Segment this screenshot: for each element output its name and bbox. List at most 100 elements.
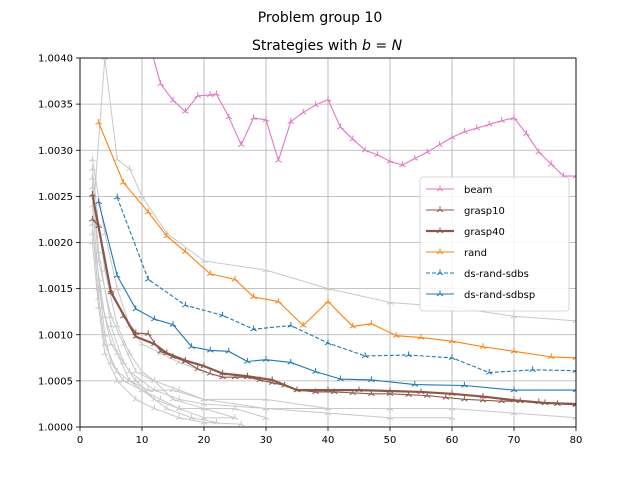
- background-point-0-4-arm-1: [141, 195, 146, 199]
- data-point-grasp10-22-arm-1: [389, 393, 394, 397]
- data-point-ds-rand-sdbsp-3: [151, 315, 158, 322]
- data-point-grasp40-18: [541, 399, 549, 406]
- data-point-beam-31: [523, 130, 530, 136]
- data-point-grasp40-8-arm-1: [247, 375, 251, 379]
- data-point-rand-7: [250, 293, 257, 300]
- background-point-7-0-arm-1: [92, 232, 96, 236]
- data-point-beam-32: [535, 148, 543, 155]
- background-point-8-7-arm-1: [327, 412, 332, 416]
- data-point-rand-9-arm-1: [302, 325, 307, 328]
- background-point-0-3-arm-2: [126, 168, 130, 171]
- background-point-3-8-arm-1: [234, 408, 239, 411]
- data-point-ds-rand-sdbsp-8-arm-2: [244, 361, 248, 364]
- data-point-grasp40-3-arm-1: [154, 343, 158, 347]
- data-point-ds-rand-sdbsp-15-arm-2: [461, 385, 465, 388]
- background-point-7-4: [138, 386, 146, 393]
- background-point-6-4: [132, 377, 140, 384]
- data-point-rand-17-arm-2: [510, 350, 515, 354]
- background-point-7-3: [126, 377, 133, 384]
- data-point-grasp40-6-arm-2: [200, 365, 205, 369]
- data-point-grasp40-4-arm-2: [163, 352, 168, 356]
- background-point-5-10-arm-2: [386, 408, 391, 411]
- data-point-ds-rand-sdbsp-5-arm-2: [188, 346, 192, 349]
- data-point-rand-13-arm-1: [395, 335, 400, 338]
- data-point-ds-rand-sdbs-5-arm-1: [290, 325, 295, 328]
- background-point-5-0: [89, 220, 96, 227]
- data-point-beam-29-arm-2: [498, 120, 502, 123]
- background-series-line-4: [91, 205, 236, 419]
- background-point-0-9: [386, 298, 394, 305]
- data-point-grasp10-26-arm-1: [464, 398, 468, 402]
- data-point-grasp10-7-arm-2: [169, 356, 174, 360]
- data-point-rand-2: [144, 208, 152, 215]
- data-point-ds-rand-sdbs-2-arm-1: [185, 304, 189, 308]
- data-point-beam-33-arm-1: [550, 163, 555, 167]
- data-point-grasp40-4: [163, 349, 171, 356]
- background-point-6-8-arm-1: [234, 417, 239, 421]
- y-tick-label-3: 1.0015: [38, 284, 73, 295]
- background-point-5-12-arm-2: [510, 412, 515, 416]
- background-point-5-10-arm-1: [389, 408, 394, 411]
- data-point-grasp10-28-arm-2: [498, 400, 502, 404]
- data-point-beam-0-arm-1: [148, 40, 151, 42]
- background-point-8-3: [151, 386, 158, 393]
- data-point-rand-1-arm-1: [123, 182, 127, 185]
- data-point-grasp40-13-arm-1: [389, 390, 394, 394]
- data-point-grasp10-8-arm-2: [182, 361, 186, 364]
- background-point-3-5-arm-1: [154, 380, 158, 384]
- data-point-ds-rand-sdbs-11-arm-2: [529, 369, 533, 373]
- y-tick-label-7: 1.0035: [38, 100, 73, 111]
- data-point-beam-17-arm-1: [352, 138, 357, 142]
- data-point-grasp40-13: [386, 387, 394, 394]
- data-point-ds-rand-sdbsp-17: [572, 386, 576, 393]
- background-point-9-7-arm-2: [200, 421, 205, 425]
- data-point-beam-2-arm-1: [172, 100, 177, 103]
- background-point-0-7: [262, 266, 270, 273]
- data-point-ds-rand-sdbsp-10-arm-1: [290, 361, 295, 365]
- background-point-5-9-arm-2: [324, 408, 329, 411]
- data-point-beam-32-arm-1: [538, 151, 543, 155]
- legend-marker-ds-rand-sdbsp-arm-2: [436, 293, 441, 297]
- data-point-beam-29-arm-1: [501, 120, 505, 123]
- background-point-5-0-arm-2: [89, 223, 93, 227]
- data-point-rand-5: [206, 270, 214, 277]
- background-point-5-12: [510, 409, 518, 416]
- legend-marker-ds-rand-sdbsp: [436, 290, 444, 297]
- data-point-ds-rand-sdbsp-13-arm-1: [371, 379, 375, 383]
- background-point-1-0-arm-2: [89, 159, 93, 162]
- background-point-9-5: [151, 404, 158, 411]
- legend-entry-grasp40: grasp40: [426, 227, 505, 238]
- background-series-9: [89, 238, 245, 427]
- background-point-5-11-arm-1: [451, 408, 456, 411]
- x-tick-label-2: 20: [198, 435, 211, 446]
- series-beam: [148, 40, 576, 179]
- legend-label-rand: rand: [464, 248, 487, 259]
- data-point-rand-15-arm-2: [448, 340, 453, 344]
- background-point-4-4-arm-2: [120, 380, 124, 384]
- background-point-9-4-arm-1: [135, 398, 140, 402]
- data-point-grasp10-10-arm-1: [209, 373, 214, 376]
- data-point-rand-3: [163, 232, 171, 239]
- data-point-ds-rand-sdbsp-16-arm-1: [513, 389, 518, 393]
- x-tick-label-0: 0: [77, 435, 83, 446]
- data-point-grasp40-5: [182, 356, 189, 363]
- background-point-2-4-arm-1: [129, 352, 133, 356]
- data-point-grasp40-12-arm-1: [358, 389, 363, 393]
- data-point-ds-rand-sdbsp-6-arm-1: [209, 349, 214, 353]
- data-point-rand-14: [417, 333, 425, 340]
- background-point-0-6: [200, 257, 208, 264]
- data-point-beam-23-arm-1: [426, 151, 431, 155]
- data-point-grasp40-15-arm-2: [448, 393, 453, 397]
- data-point-grasp10-6-arm-2: [157, 350, 161, 354]
- data-point-rand-9: [299, 321, 307, 328]
- legend-label-grasp10: grasp10: [464, 206, 505, 217]
- data-point-rand-3-arm-1: [166, 235, 171, 239]
- data-point-ds-rand-sdbsp-2-arm-1: [135, 308, 140, 312]
- data-point-grasp40-10: [293, 386, 301, 393]
- background-point-9-2-arm-2: [101, 352, 106, 356]
- legend-marker-rand-arm-1: [439, 251, 444, 255]
- background-point-8-2-arm-1: [129, 371, 133, 374]
- legend-marker-rand: [436, 248, 444, 255]
- background-point-7-5-arm-2: [163, 408, 168, 411]
- data-point-grasp10-11-arm-2: [219, 376, 223, 380]
